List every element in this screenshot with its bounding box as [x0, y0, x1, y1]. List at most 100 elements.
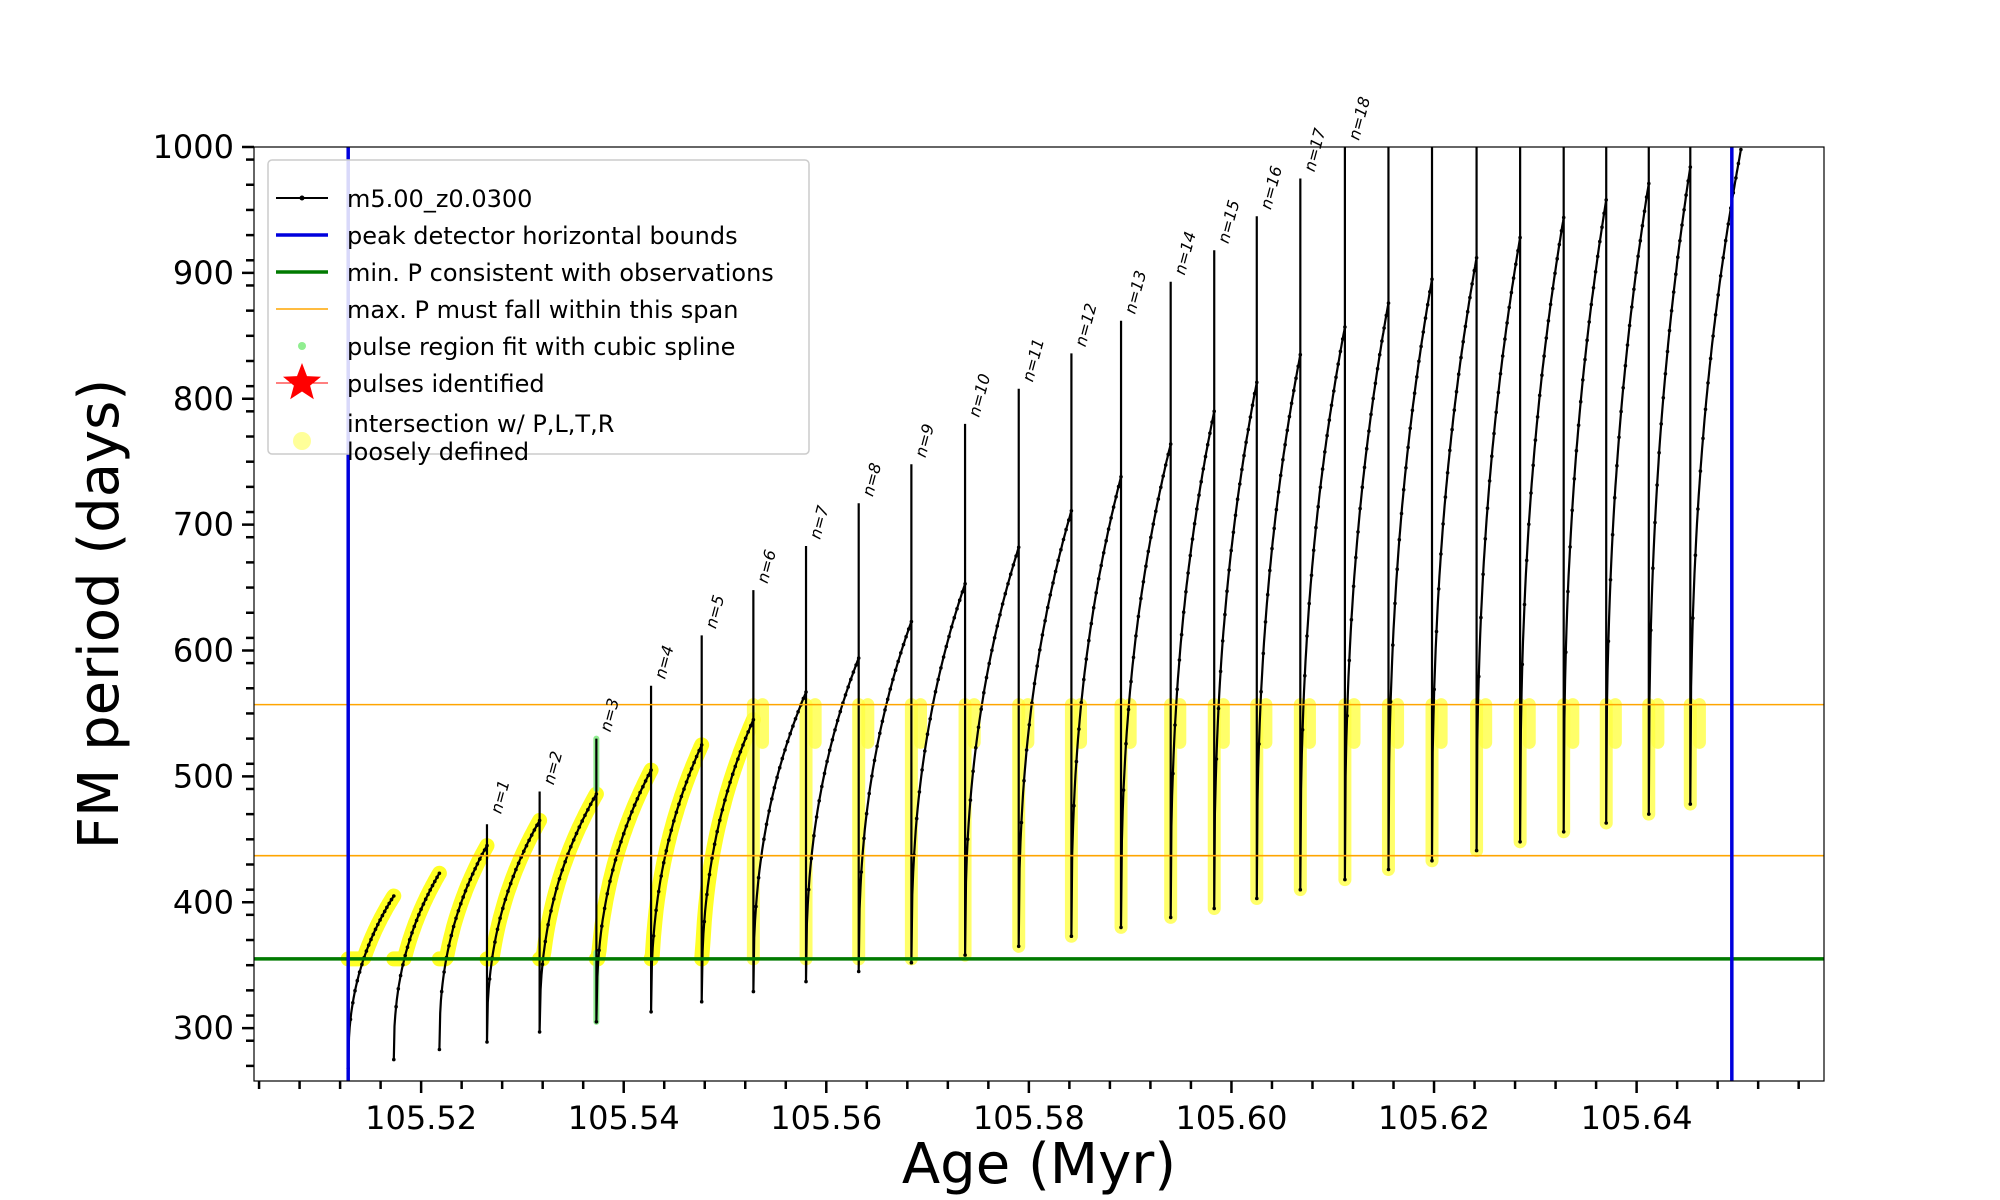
model-track-point	[941, 655, 946, 659]
model-track-point	[1064, 527, 1068, 532]
model-track-point	[373, 927, 378, 932]
legend-label: pulse region fit with cubic spline	[347, 333, 735, 361]
model-track-point	[1294, 376, 1298, 381]
model-track-point	[643, 779, 648, 783]
model-track-point	[543, 939, 548, 944]
model-track-point	[825, 759, 829, 764]
model-track-point	[1636, 254, 1640, 259]
model-track-point	[1197, 493, 1201, 497]
model-track-point	[1665, 349, 1670, 354]
model-track-segment	[1387, 147, 1434, 871]
model-track-point	[976, 725, 981, 730]
legend-box	[267, 159, 810, 455]
model-track-point	[371, 932, 376, 937]
model-track-point	[487, 977, 492, 981]
model-track-point	[1255, 896, 1259, 901]
model-track-point	[780, 756, 785, 761]
model-track-point	[1572, 477, 1577, 481]
model-track-point	[478, 857, 482, 861]
model-track-point	[421, 902, 426, 906]
model-track-point	[1419, 344, 1423, 349]
model-track-point	[809, 856, 814, 861]
model-track-point	[783, 748, 787, 752]
model-track-point	[883, 708, 887, 712]
model-track-point	[1377, 352, 1382, 357]
model-track-point	[1199, 479, 1203, 484]
model-track-point	[814, 815, 819, 819]
model-track-point	[1248, 415, 1253, 419]
model-track-point	[1404, 466, 1408, 470]
model-track-point	[909, 960, 914, 965]
model-track-point	[1432, 687, 1436, 692]
model-track-point	[378, 918, 382, 922]
legend-entry: pulses identified	[276, 363, 545, 400]
model-track-point	[1391, 643, 1395, 647]
model-track-point	[387, 901, 392, 906]
x-tick-label: 105.56	[770, 1099, 882, 1137]
model-track-point	[355, 978, 360, 983]
model-track-point	[602, 906, 607, 911]
model-track-point	[485, 1040, 489, 1044]
model-track-segment	[1518, 147, 1565, 843]
model-track-point	[1698, 469, 1703, 473]
model-track-point	[1509, 290, 1514, 295]
model-track-point	[1244, 440, 1248, 445]
model-track-point	[1585, 338, 1589, 343]
model-track-point	[1072, 803, 1076, 808]
model-track-point	[430, 883, 435, 888]
model-track-point	[1615, 463, 1619, 468]
x-tick-label: 105.64	[1581, 1099, 1693, 1137]
model-track-point	[1362, 465, 1367, 470]
model-track-point	[1441, 522, 1445, 526]
model-track-point	[1242, 453, 1246, 458]
model-track-point	[557, 877, 562, 881]
model-track-point	[1401, 487, 1406, 492]
model-track-point	[613, 858, 618, 862]
model-track-point	[835, 718, 840, 723]
model-track-point	[987, 661, 991, 666]
model-track-point	[1739, 147, 1743, 152]
model-track-point	[1630, 305, 1634, 309]
model-track-point	[403, 953, 408, 958]
x-tick-label: 105.58	[973, 1099, 1085, 1137]
model-track-point	[1109, 516, 1113, 520]
model-track-point	[635, 796, 640, 801]
model-track-point	[638, 790, 642, 795]
model-track-point	[1223, 612, 1227, 617]
model-track-point	[1625, 343, 1630, 347]
model-track-point	[1008, 572, 1013, 576]
legend-label: max. P must fall within this span	[347, 296, 738, 324]
model-track-point	[1638, 238, 1643, 243]
model-track-point	[1340, 337, 1345, 341]
model-track-point	[1386, 867, 1391, 872]
model-track-point	[1190, 537, 1195, 541]
model-track-point	[1320, 467, 1325, 471]
model-track-point	[1477, 674, 1481, 679]
model-track-segment	[1430, 147, 1478, 862]
model-track-point	[529, 833, 534, 837]
model-track-point	[1388, 700, 1393, 704]
model-track-point	[963, 953, 967, 957]
model-track-point	[1661, 396, 1666, 400]
model-track-point	[641, 784, 645, 789]
model-track-point	[605, 892, 610, 896]
model-track-point	[616, 848, 620, 853]
model-track-point	[360, 962, 364, 967]
model-track-point	[1470, 282, 1474, 286]
model-track-point	[682, 787, 686, 791]
model-track-point	[1077, 727, 1081, 731]
model-track-point	[1623, 363, 1628, 368]
model-track-point	[1069, 934, 1074, 938]
model-track-point	[1051, 581, 1055, 585]
y-tick-label: 300	[173, 1009, 234, 1047]
model-track-point	[1533, 438, 1538, 442]
model-track-point	[630, 810, 634, 814]
model-track-point	[1043, 619, 1047, 623]
model-track-point	[1412, 391, 1417, 396]
model-track-point	[1706, 381, 1710, 385]
model-track-point	[728, 780, 732, 785]
model-track-point	[1544, 336, 1549, 340]
model-track-point	[1713, 313, 1718, 317]
model-track-point	[1192, 521, 1197, 526]
model-track-point	[1734, 176, 1738, 180]
